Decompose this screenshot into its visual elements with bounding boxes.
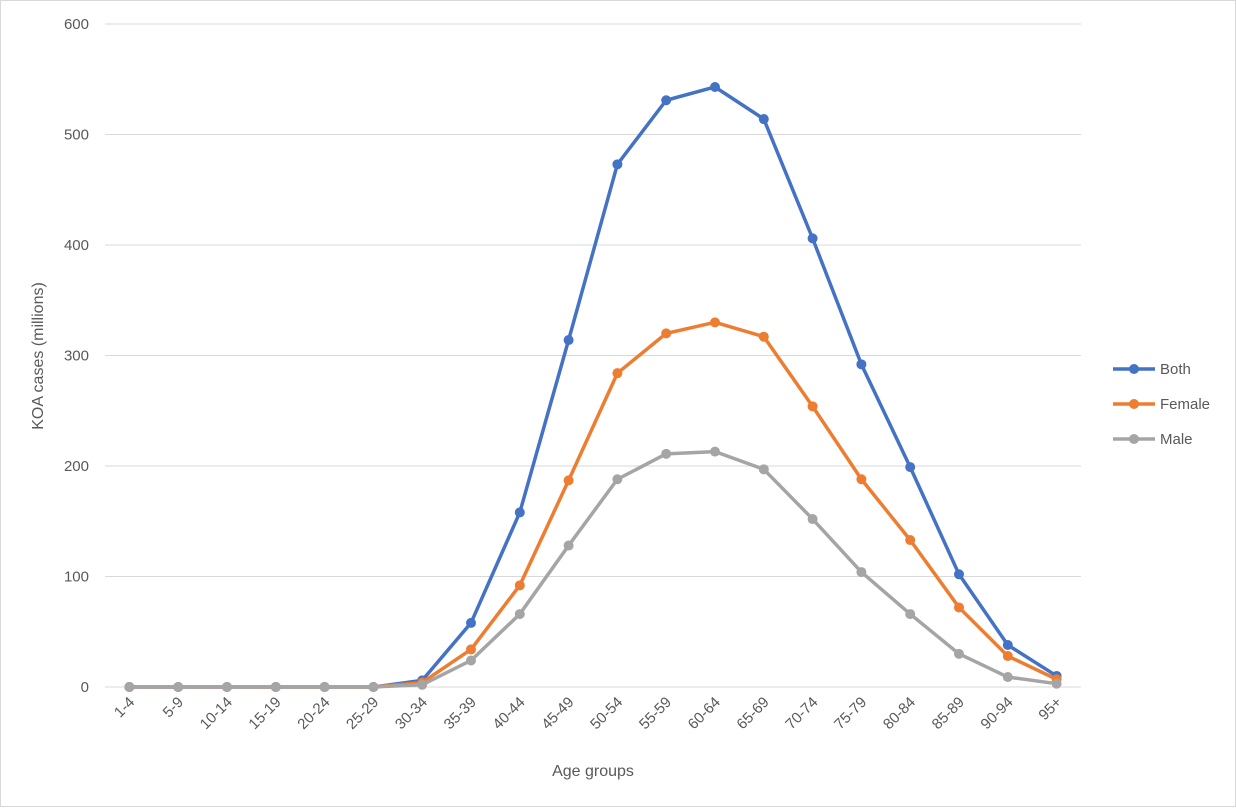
y-tick-label: 600 [64,16,89,33]
data-point [856,474,867,485]
x-tick-label: 40-44 [489,694,528,733]
y-tick-label: 0 [81,679,89,696]
legend: Both Female Male [1113,361,1210,448]
x-axis-tick-labels: 1-4 5-9 10-14 15-19 20-24 25-29 30-34 35-39 40-4… [111,694,1066,733]
data-point [612,159,623,170]
data-point [514,507,525,518]
data-point [270,682,281,692]
series-line [127,320,1059,689]
x-tick-label: 1-4 [111,694,138,721]
series-lines [124,81,1062,692]
x-tick-label: 65-69 [733,694,772,733]
x-tick-label: 35-39 [441,694,480,733]
legend-label: Both [1160,361,1191,378]
data-point [466,644,476,655]
data-point [563,540,574,551]
data-point [758,114,769,125]
y-tick-label: 100 [64,569,89,586]
data-point [661,328,672,339]
data-point [710,446,720,457]
x-tick-label: 60-64 [685,694,724,733]
data-point [514,580,525,591]
legend-label: Female [1160,396,1210,413]
series-male [124,446,1062,692]
y-tick-label: 200 [64,458,89,475]
data-point [368,682,379,692]
x-tick-label: 30-34 [392,694,431,733]
x-tick-label: 55-59 [636,694,675,733]
gridlines [105,23,1081,688]
data-point [173,682,184,692]
y-tick-label: 500 [64,127,89,144]
data-point [514,609,525,620]
x-tick-label: 50-54 [587,694,626,733]
data-point [661,448,672,459]
series-line [127,449,1059,689]
data-point [856,567,867,578]
x-tick-label: 70-74 [782,694,821,733]
y-tick-label: 400 [64,237,89,254]
x-axis-title: Age groups [552,763,634,780]
data-point [954,569,964,580]
data-point [563,335,574,346]
data-point [466,617,476,628]
legend-marker [1129,364,1139,374]
data-point [905,462,916,473]
data-point [758,464,769,475]
data-point [954,602,964,613]
legend-item-both: Both [1113,361,1191,378]
series-female [124,317,1062,692]
data-point [1002,672,1013,683]
data-point [417,679,428,690]
data-point [1002,640,1013,651]
data-point [710,317,720,328]
data-point [661,95,672,106]
x-tick-label: 80-84 [880,694,919,733]
data-point [856,359,867,370]
data-point [954,648,964,659]
data-point [807,514,818,525]
y-axis-tick-labels: 0 100 200 300 400 500 600 [64,16,89,696]
legend-marker [1129,434,1139,444]
data-point [466,655,476,666]
data-point [612,368,623,379]
y-tick-label: 300 [64,348,89,365]
data-point [612,474,623,485]
series-both [124,81,1062,692]
x-tick-label: 85-89 [929,694,968,733]
data-point [758,331,769,342]
legend-item-female: Female [1113,396,1210,413]
data-point [807,233,818,244]
x-tick-label: 20-24 [294,694,333,733]
series-line [127,85,1059,689]
legend-marker [1129,399,1139,409]
data-point [1002,651,1013,662]
x-tick-label: 5-9 [160,694,187,721]
x-tick-label: 45-49 [538,694,577,733]
data-point [710,81,720,92]
data-point [1051,678,1062,689]
data-point [905,535,916,546]
x-tick-label: 25-29 [343,694,382,733]
data-point [905,609,916,620]
x-tick-label: 90-94 [977,694,1016,733]
data-point [222,682,232,692]
data-point [807,401,818,412]
x-tick-label: 95+ [1035,694,1065,724]
data-point [319,682,330,692]
legend-label: Male [1160,431,1193,448]
x-tick-label: 75-79 [831,694,870,733]
data-point [563,475,574,486]
data-point [124,682,135,692]
x-tick-label: 10-14 [197,694,236,733]
legend-item-male: Male [1113,431,1193,448]
x-tick-label: 15-19 [245,694,284,733]
y-axis-title: KOA cases (millions) [30,282,47,430]
